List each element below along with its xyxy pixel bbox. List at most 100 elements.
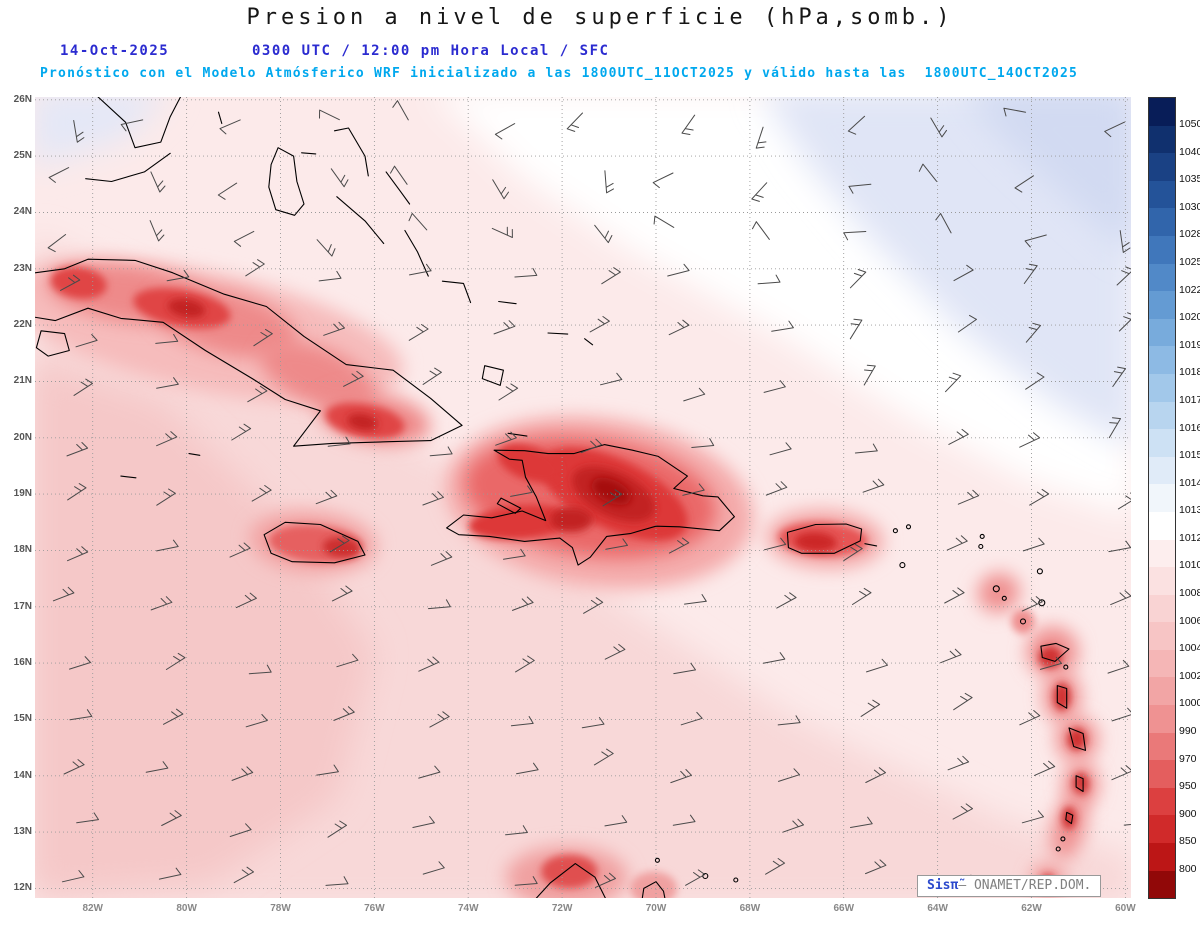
wind-barb	[60, 274, 81, 291]
wind-barb	[668, 319, 690, 336]
wind-barb	[318, 270, 342, 282]
field-guadeloupe-core	[1038, 646, 1062, 669]
colorbar-label: 1010	[1179, 559, 1200, 572]
field-jamaica-core	[322, 537, 361, 558]
wind-barb	[155, 333, 179, 344]
colorbar-cell	[1149, 401, 1175, 430]
coastline-st-vincent	[1065, 811, 1074, 825]
colorbar-cell	[1149, 567, 1175, 595]
colorbar-cell	[1149, 484, 1175, 512]
lat-label: 24N	[13, 206, 32, 218]
field-nw-corner-lavender	[35, 97, 165, 167]
wind-barb	[48, 167, 70, 183]
watermark-box: Sisπ̃– ONAMET/REP.DOM.	[917, 875, 1102, 897]
lat-label: 13N	[13, 826, 32, 838]
colorbar-label: 1014	[1179, 476, 1200, 489]
lat-label: 16N	[13, 657, 32, 669]
field-martinique-core	[1067, 727, 1087, 751]
colorbar-label: 850	[1179, 835, 1197, 848]
islet	[1019, 618, 1027, 625]
islet	[654, 857, 660, 863]
wind-barb	[918, 163, 938, 182]
lon-label: 76W	[364, 903, 385, 914]
model-init-line: Pronóstico con el Modelo Atmósferico WRF…	[40, 66, 1079, 81]
colorbar-label: 970	[1179, 752, 1197, 765]
coastline-isla-juventud	[35, 330, 70, 357]
colorbar-label: 1019	[1179, 338, 1200, 351]
lon-label: 66W	[833, 903, 855, 914]
wind-barb	[69, 656, 91, 670]
wind-barb	[229, 823, 252, 837]
colorbar-cell	[1149, 235, 1175, 264]
colorbar-label: 1016	[1179, 421, 1200, 434]
wind-barb	[408, 212, 428, 231]
islet	[905, 524, 912, 530]
field-paraguana-halo	[630, 871, 678, 898]
wind-barb	[325, 876, 349, 886]
coastline-florida-keys	[85, 152, 171, 183]
field-stlucia-core	[1072, 772, 1089, 796]
wind-barb	[653, 215, 675, 228]
coastline-cayman-brac	[188, 453, 201, 456]
wind-barb	[316, 239, 336, 257]
coastline-tortuga	[507, 432, 528, 437]
wind-barb	[604, 170, 614, 194]
wind-barb	[581, 717, 605, 729]
coastline-grand-cayman	[120, 475, 137, 479]
wind-barb	[156, 539, 179, 552]
wind-barb	[600, 372, 623, 386]
colorbar-cell	[1149, 732, 1175, 761]
wind-barb	[765, 481, 788, 496]
wind-barb	[583, 597, 604, 614]
wind-barb	[422, 861, 445, 875]
field-guajira-core	[541, 854, 598, 889]
wind-barb	[1025, 372, 1045, 390]
wind-barb	[682, 483, 705, 496]
colorbar-label: 1013	[1179, 504, 1200, 517]
wind-barb	[392, 100, 409, 121]
wind-barb	[862, 478, 885, 493]
wind-barb	[248, 664, 272, 675]
wind-barb	[769, 442, 792, 456]
wind-barb	[763, 537, 787, 551]
wind-barb	[149, 220, 165, 242]
wind-barb	[762, 652, 786, 664]
islet	[1055, 846, 1061, 852]
coastline-great-inagua	[481, 365, 504, 386]
wind-barb	[512, 596, 534, 611]
wind-barb	[217, 182, 238, 200]
coastline-hispaniola	[446, 444, 735, 566]
wind-barb	[327, 436, 351, 447]
wind-barb	[150, 596, 173, 611]
colorbar-cell	[1149, 511, 1175, 540]
wind-barb	[1117, 492, 1131, 510]
colorbar-label: 1000	[1179, 697, 1200, 710]
wind-barb	[672, 814, 696, 826]
islet	[1060, 836, 1066, 842]
wind-barb	[957, 314, 977, 333]
wind-barb	[652, 172, 674, 189]
pressure-map	[35, 97, 1131, 898]
wind-barb	[866, 658, 888, 673]
colorbar-label: 1006	[1179, 614, 1200, 627]
wind-barb	[61, 870, 85, 883]
wind-barb	[330, 168, 349, 188]
colorbar-label: 900	[1179, 807, 1197, 820]
wind-barb	[67, 546, 89, 562]
wind-barb	[247, 385, 268, 403]
wind-barb	[315, 489, 338, 505]
coastline-dominica	[1056, 685, 1068, 709]
wind-barb	[589, 316, 610, 333]
wind-barb	[163, 708, 184, 725]
wind-barb	[777, 715, 801, 726]
wind-barb	[1118, 312, 1131, 332]
wind-barb	[422, 367, 442, 385]
wind-barb	[751, 182, 768, 202]
wind-barb	[219, 119, 241, 135]
wind-barb	[166, 269, 190, 282]
colorbar-cell	[1149, 622, 1175, 650]
lat-label: 25N	[13, 150, 32, 162]
coastline-turks	[584, 338, 594, 346]
coastline-crooked-acklins	[441, 280, 472, 304]
field-ne-blue-1015	[764, 97, 1131, 447]
